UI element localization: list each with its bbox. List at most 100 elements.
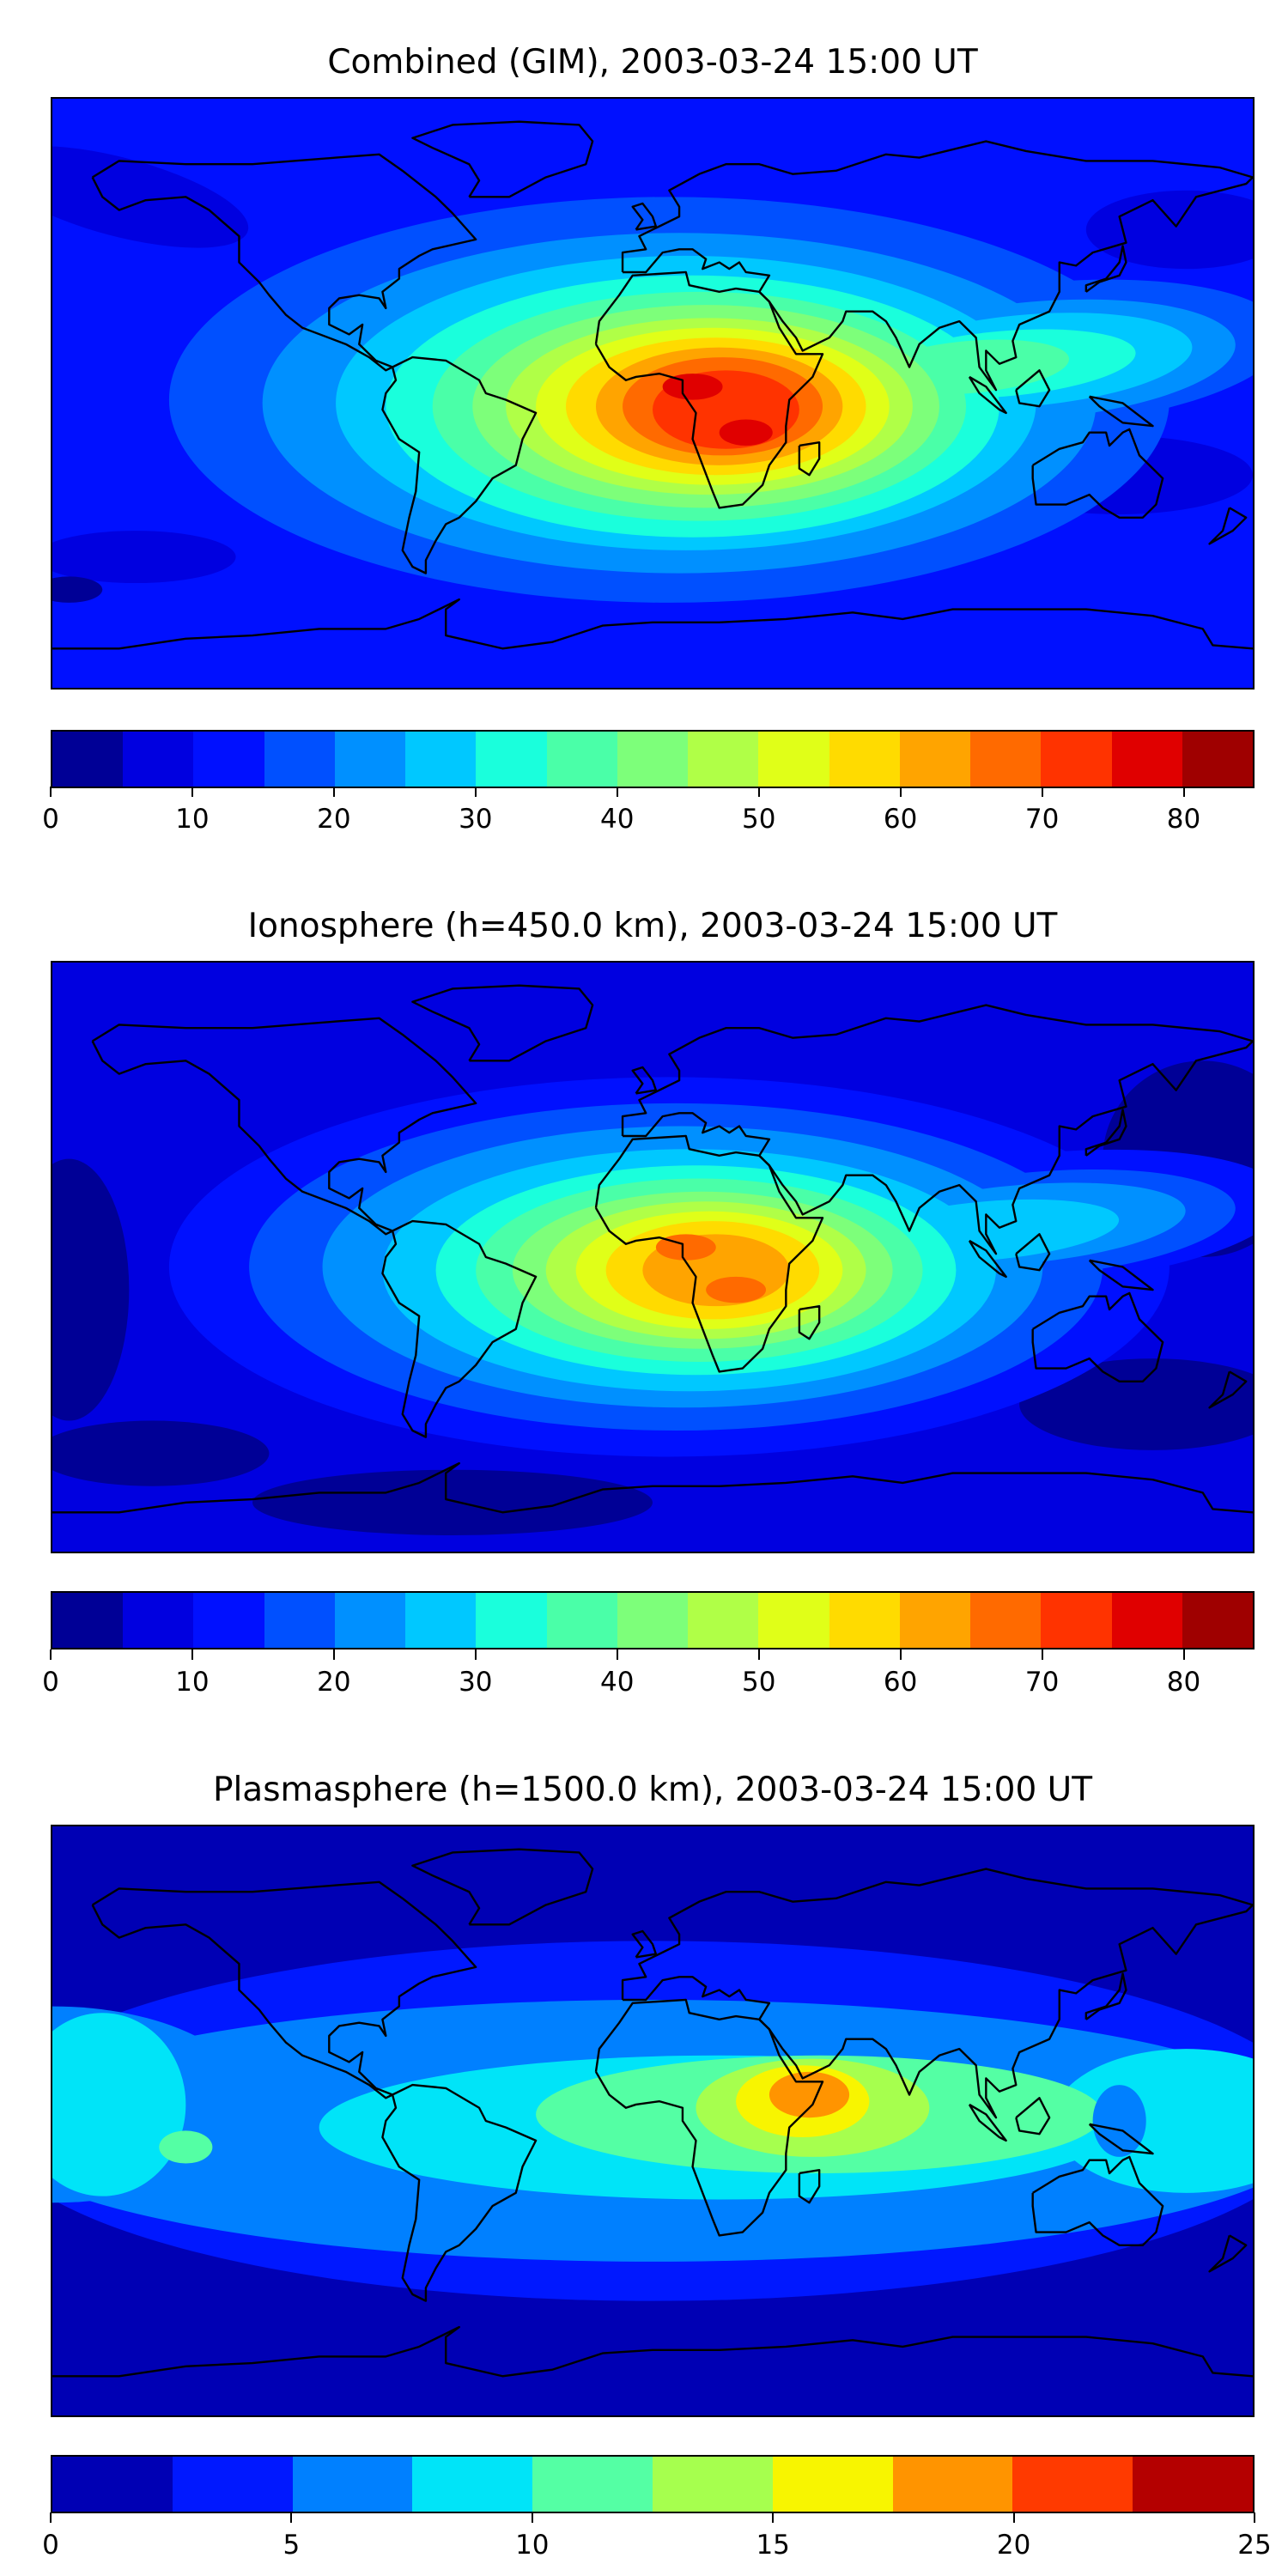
colorbar-segment-0 [52, 1593, 124, 1648]
contour-fill-level-1 [52, 531, 236, 584]
coastline-greenland [412, 986, 592, 1061]
coastline-japan [1086, 246, 1127, 292]
colorbar-tick-label: 0 [42, 1667, 59, 1698]
colorbar-tick-mark [50, 787, 52, 797]
coastline-south-america [382, 2085, 536, 2301]
contour-map [52, 963, 1253, 1552]
colorbar-tick-mark [332, 1649, 335, 1660]
colorbar-segment-9 [688, 732, 759, 787]
colorbar-segment-15 [1111, 732, 1182, 787]
coastline-australia [1033, 2157, 1163, 2245]
contour-fill-level-0 [52, 1158, 130, 1421]
contour-map [52, 99, 1253, 688]
colorbar-tick-label: 20 [317, 1667, 351, 1698]
colorbar-segment-10 [758, 732, 829, 787]
colorbar-tick-label: 10 [515, 2530, 550, 2561]
colorbar-tick-mark [757, 1649, 760, 1660]
coastline-japan [1086, 1110, 1127, 1156]
colorbar-segment-14 [1041, 732, 1112, 787]
colorbar-segment-1 [123, 1593, 194, 1648]
colorbar-tick-mark [616, 1649, 618, 1660]
coastline-madagascar [799, 1306, 819, 1339]
colorbar-tick-label: 40 [600, 804, 635, 835]
panel-1-title: Combined (GIM), 2003-03-24 15:00 UT [327, 43, 978, 82]
colorbar-segment-13 [970, 732, 1042, 787]
colorbar-segment-15 [1111, 1593, 1182, 1648]
colorbar-segment-9 [1133, 2457, 1253, 2512]
colorbar-segment-10 [758, 1593, 829, 1648]
contour-fill-level-1 [52, 146, 249, 248]
colorbar-tick-mark [899, 787, 902, 797]
colorbar-tick-label: 70 [1024, 1667, 1060, 1698]
coastline-sumatra [969, 377, 1006, 413]
colorbar-segment-1 [123, 732, 194, 787]
coastline-uk [633, 1067, 656, 1093]
panel-3-colorbar [51, 2455, 1255, 2513]
coastline-antarctica [52, 599, 1253, 648]
colorbar-tick-mark [290, 2512, 293, 2523]
colorbar-tick-label: 80 [1166, 804, 1201, 835]
coastline-madagascar [799, 2170, 819, 2202]
colorbar-segment-6 [772, 2457, 893, 2512]
contour-fill-level-4 [159, 2130, 213, 2164]
colorbar-tick-mark [1182, 787, 1185, 797]
coastline-south-america [382, 357, 536, 574]
colorbar-segment-0 [52, 2457, 173, 2512]
colorbar-segment-3 [264, 1593, 335, 1648]
coastline-north-america [93, 1018, 477, 1235]
colorbar-tick-label: 80 [1166, 1667, 1201, 1698]
coastline-borneo [1016, 1234, 1049, 1270]
panel-1-map-combined [51, 97, 1255, 690]
colorbar-tick-mark [531, 2512, 533, 2523]
coastline-new-zealand [1210, 2235, 1247, 2271]
colorbar-tick-mark [191, 787, 193, 797]
colorbar-segment-16 [1182, 732, 1253, 787]
coastline-new-zealand [1210, 507, 1247, 544]
contour-fill-level-15 [719, 419, 773, 446]
panel-3-title: Plasmasphere (h=1500.0 km), 2003-03-24 1… [212, 1771, 1093, 1809]
panel-2-colorbar-ticks: 0 10 20 30 40 50 60 70 80 [42, 1649, 1255, 1701]
coastline-south-america [382, 1221, 536, 1437]
colorbar-tick-mark [474, 1649, 477, 1660]
colorbar-segment-3 [412, 2457, 533, 2512]
coastline-eurasia [623, 1005, 1253, 1255]
colorbar-segment-4 [532, 2457, 653, 2512]
coastline-antarctica [52, 1463, 1253, 1512]
colorbar-segment-1 [172, 2457, 293, 2512]
panel-2-map-ionosphere [51, 961, 1255, 1553]
panel-2-title: Ionosphere (h=450.0 km), 2003-03-24 15:0… [247, 907, 1058, 945]
colorbar-segment-4 [334, 732, 406, 787]
panel-2-colorbar [51, 1591, 1255, 1649]
coastline-eurasia [623, 142, 1253, 391]
colorbar-segment-13 [970, 1593, 1042, 1648]
colorbar-tick-label: 20 [996, 2530, 1031, 2561]
colorbar-tick-label: 30 [459, 804, 493, 835]
colorbar-tick-mark [50, 2512, 52, 2523]
contour-fill-level-0 [1019, 1358, 1253, 1450]
colorbar-tick-label: 5 [283, 2530, 301, 2561]
colorbar-tick-mark [1041, 787, 1043, 797]
coastline-australia [1033, 429, 1163, 518]
colorbar-segment-12 [899, 1593, 971, 1648]
colorbar-tick-mark [1254, 2512, 1255, 2523]
contour-fill-level-0 [252, 1469, 653, 1535]
coastline-australia [1033, 1293, 1163, 1382]
coastline-borneo [1016, 370, 1049, 406]
colorbar-tick-label: 40 [600, 1667, 635, 1698]
colorbar-tick-label: 0 [42, 804, 59, 835]
colorbar-segment-8 [1012, 2457, 1133, 2512]
colorbar-tick-mark [191, 1649, 193, 1660]
colorbar-segment-11 [829, 732, 900, 787]
colorbar-tick-label: 60 [883, 804, 918, 835]
colorbar-segment-5 [405, 1593, 477, 1648]
contour-fill-level-7 [769, 2071, 850, 2118]
colorbar-segment-8 [617, 1593, 689, 1648]
colorbar-tick-mark [474, 787, 477, 797]
colorbar-tick-mark [332, 787, 335, 797]
colorbar-tick-mark [1182, 1649, 1185, 1660]
panel-3-map-plasmasphere [51, 1825, 1255, 2417]
colorbar-segment-9 [688, 1593, 759, 1648]
colorbar-segment-8 [617, 732, 689, 787]
coastline-eurasia [623, 1869, 1253, 2118]
coastline-north-america [93, 1882, 477, 2099]
